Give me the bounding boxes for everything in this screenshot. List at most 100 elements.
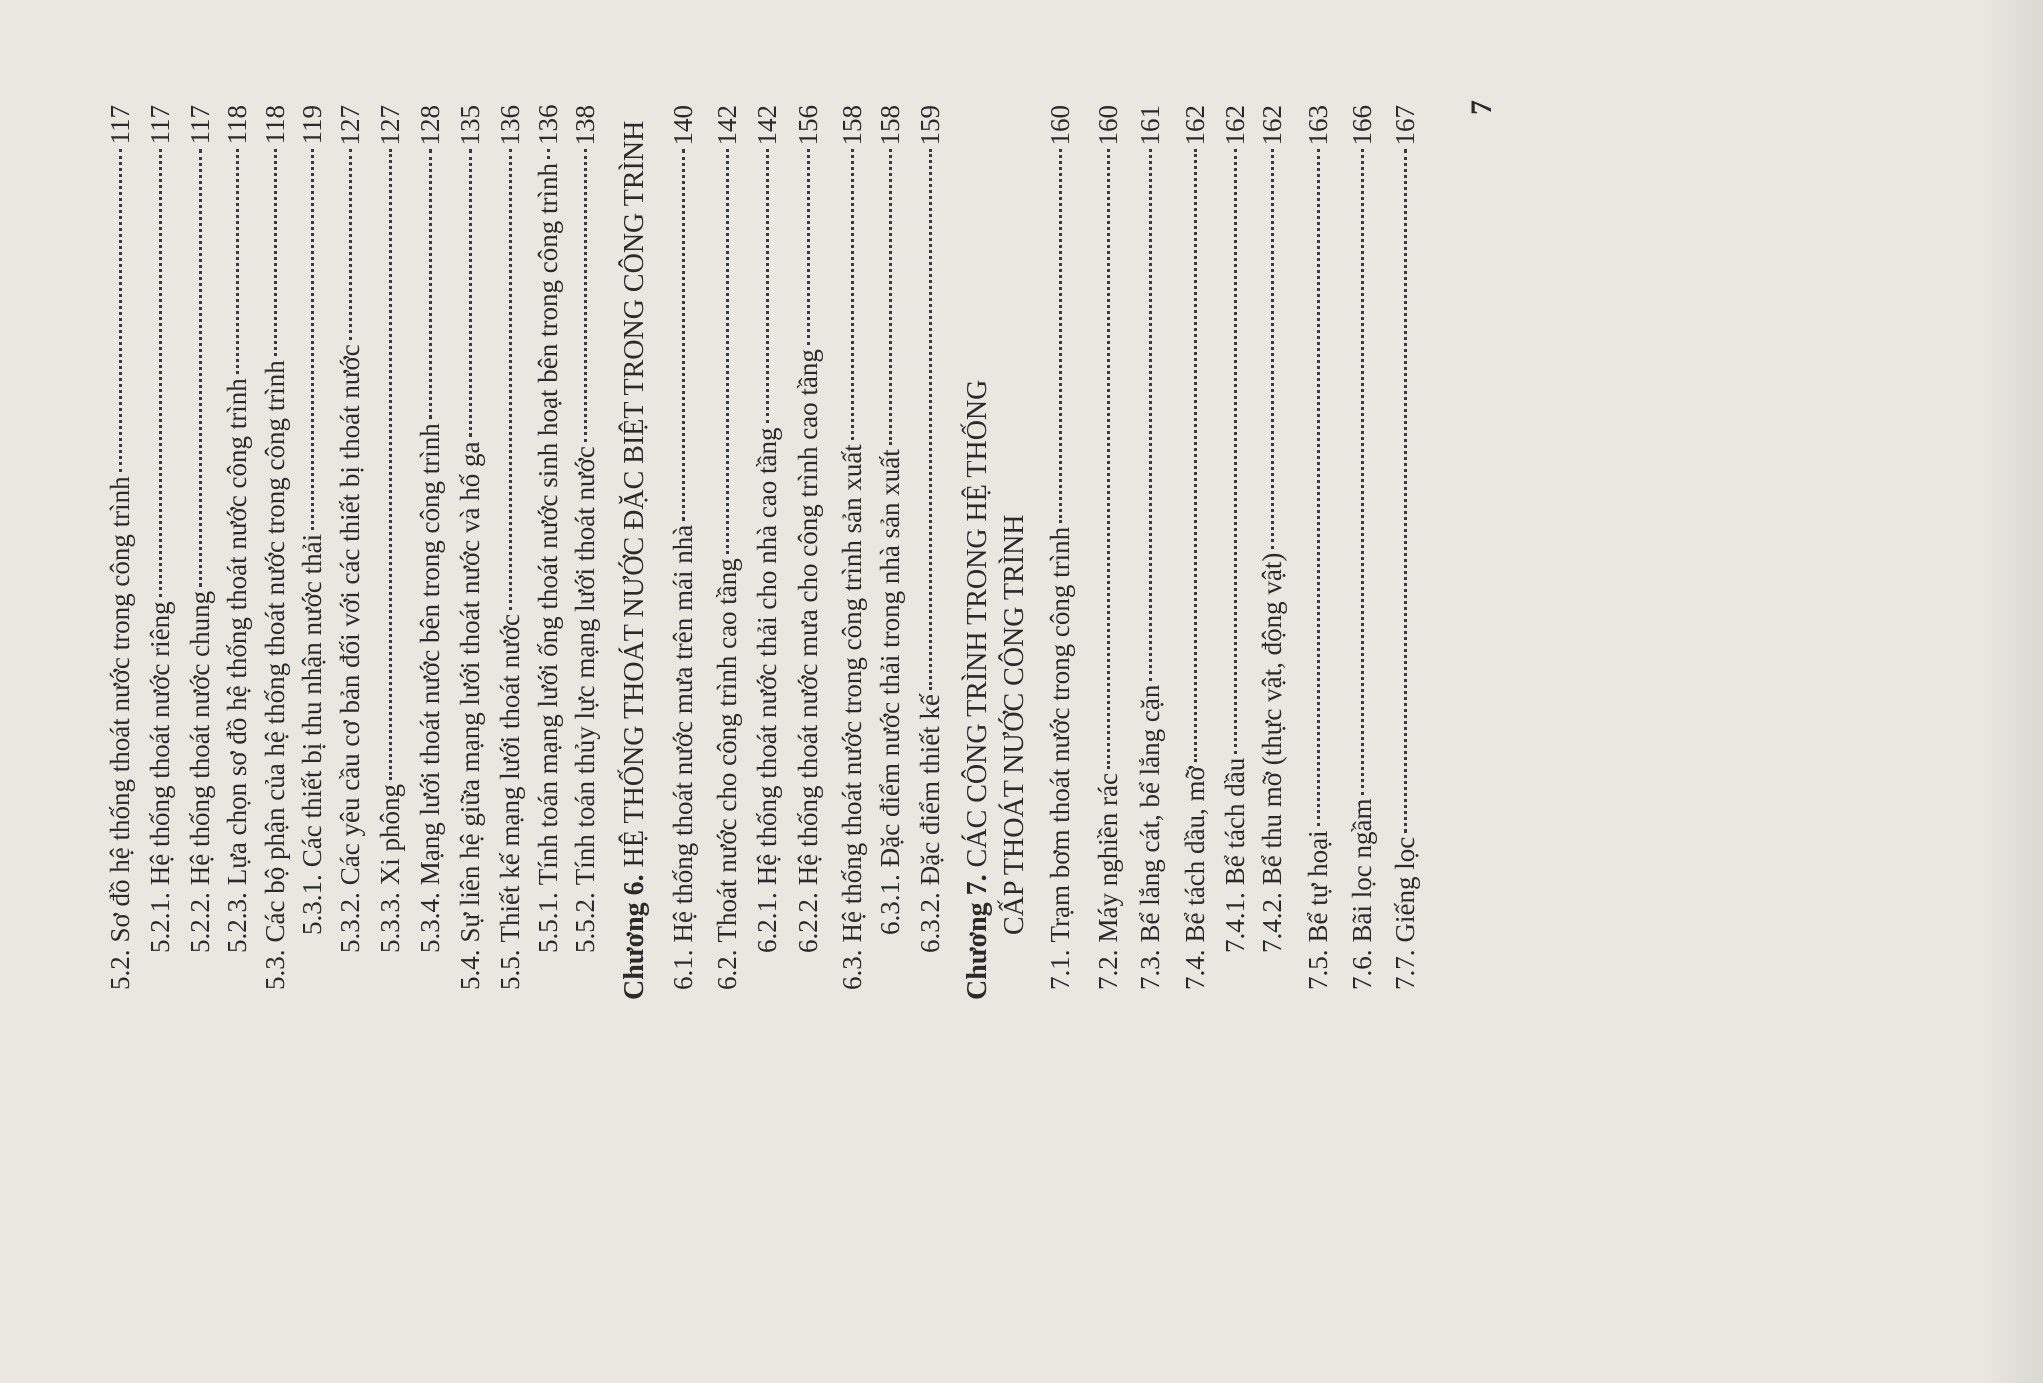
entry-title: Lựa chọn sơ đồ hệ thống thoát nước công … — [222, 378, 252, 886]
entry-number: 6.2.2. — [793, 892, 823, 953]
toc-entry: 5.2.2. Hệ thống thoát nước chung 117 — [180, 105, 220, 953]
chapter-heading: Chương 7. CÁC CÔNG TRÌNH TRONG HỆ THỐNG — [958, 105, 998, 1000]
dot-leader — [1361, 149, 1364, 795]
entry-title: Trạm bơm thoát nước trong công trình — [1045, 526, 1075, 943]
toc-entry: 5.4. Sự liên hệ giữa mạng lưới thoát nước… — [450, 105, 490, 990]
entry-page: 127 — [335, 105, 365, 146]
entry-number: 6.2.1. — [752, 892, 782, 953]
toc-entry: 7.3. Bể lắng cát, bể lắng cặn 161 — [1130, 105, 1170, 990]
entry-page: 118 — [222, 105, 252, 145]
toc-entry: 5.5.1. Tính toán mạng lưới ống thoát nước… — [528, 105, 568, 953]
entry-title: Giếng lọc — [1390, 836, 1420, 943]
entry-page: 158 — [875, 105, 905, 146]
toc-entry: 5.3.4. Mạng lưới thoát nước bên trong côn… — [410, 105, 450, 953]
dot-leader — [236, 149, 239, 375]
entry-title: Thoát nước cho công trình cao tầng — [712, 558, 742, 943]
dot-leader — [274, 149, 277, 357]
entry-title: Sự liên hệ giữa mạng lưới thoát nước và … — [455, 441, 485, 943]
dot-leader — [1149, 149, 1152, 681]
entry-title: Đặc điểm nước thải trong nhà sản xuất — [875, 449, 905, 868]
dot-leader — [199, 149, 202, 587]
entry-title: Hệ thống thoát nước mưa cho công trình c… — [793, 349, 823, 886]
entry-number: 5.3.3. — [375, 892, 405, 953]
entry-number: 6.1. — [668, 949, 698, 991]
toc-entry: 5.5. Thiết kế mạng lưới thoát nước 136 — [490, 105, 530, 990]
entry-title: Hệ thống thoát nước chung — [185, 590, 215, 886]
entry-title: Hệ thống thoát nước thải cho nhà cao tần… — [752, 427, 782, 886]
entry-title: Hệ thống thoát nước riêng — [145, 601, 175, 886]
dot-leader — [509, 149, 512, 610]
entry-number: 6.3.1. — [875, 874, 905, 935]
entry-title: Bể lắng cát, bể lắng cặn — [1135, 684, 1165, 943]
entry-title: Sơ đồ hệ thống thoát nước trong công trì… — [105, 476, 135, 943]
toc-entry: 6.3. Hệ thống thoát nước trong công trình… — [832, 105, 872, 990]
entry-number: 5.3.4. — [415, 892, 445, 953]
entry-number: 7.5. — [1303, 949, 1333, 991]
entry-number: 6.3.2. — [915, 892, 945, 953]
dot-leader — [429, 149, 432, 420]
dot-leader — [389, 149, 392, 780]
entry-number: 7.6. — [1347, 949, 1377, 991]
dot-leader — [1317, 149, 1320, 827]
dot-leader — [1234, 149, 1237, 754]
dot-leader — [311, 149, 314, 530]
entry-number: 5.2.2. — [185, 892, 215, 953]
entry-title: Hệ thống thoát nước mưa trên mái nhà — [668, 524, 698, 943]
entry-number: 7.7. — [1390, 949, 1420, 991]
entry-page: 118 — [260, 105, 290, 145]
toc-entry: 7.4.2. Bể thu mỡ (thực vật, động vật) 162 — [1252, 105, 1292, 953]
toc-entry: 5.2.3. Lựa chọn sơ đồ hệ thống thoát nước… — [217, 105, 257, 953]
entry-number: 7.1. — [1045, 949, 1075, 991]
page-number: 7 — [1465, 100, 1498, 115]
entry-page: 156 — [793, 105, 823, 146]
entry-page: 160 — [1093, 105, 1123, 146]
entry-page: 163 — [1303, 105, 1333, 146]
entry-title: Đặc điểm thiết kế — [915, 694, 945, 886]
entry-number: 5.2.1. — [145, 892, 175, 953]
entry-page: 136 — [495, 105, 525, 146]
entry-page: 127 — [375, 105, 405, 146]
dot-leader — [851, 149, 854, 441]
toc-entry: 6.2. Thoát nước cho công trình cao tầng 14… — [707, 105, 747, 990]
entry-number: Chương 6. — [619, 874, 650, 1000]
toc-entry: 7.2. Máy nghiền rác 160 — [1088, 105, 1128, 990]
entry-title: Các thiết bị thu nhận nước thải — [297, 533, 327, 868]
entry-number: 7.3. — [1135, 949, 1165, 991]
dot-leader — [119, 149, 122, 473]
entry-number: Chương 7. — [962, 874, 993, 1000]
entry-number: 5.3.2. — [335, 892, 365, 953]
entry-page: 117 — [105, 105, 135, 145]
toc-entry: 7.5. Bể tự hoại 163 — [1298, 105, 1338, 990]
dot-leader — [726, 149, 729, 555]
entry-number: 7.4.1. — [1220, 892, 1250, 953]
entry-page: 162 — [1257, 105, 1287, 146]
entry-page: 166 — [1347, 105, 1377, 146]
toc-entry: 7.6. Bãi lọc ngầm 166 — [1342, 105, 1382, 990]
entry-page: 117 — [145, 105, 175, 145]
toc-entry: 5.3.2. Các yêu cầu cơ bản đối với các thi… — [330, 105, 370, 953]
entry-page: 162 — [1220, 105, 1250, 146]
toc-entry: 7.4.1. Bể tách dầu 162 — [1215, 105, 1255, 953]
entry-title: Các yêu cầu cơ bản đối với các thiết bị … — [335, 344, 365, 886]
entry-page: 140 — [668, 105, 698, 146]
entry-number: 6.3. — [837, 949, 867, 991]
entry-number: 5.5.2. — [570, 892, 600, 953]
chapter-heading: Chương 6. HỆ THỐNG THOÁT NƯỚC ĐẶC BIỆT TR… — [615, 105, 655, 1000]
entry-page: 135 — [455, 105, 485, 146]
toc-entry: 6.3.2. Đặc điểm thiết kế 159 — [910, 105, 950, 953]
entry-number: 6.2. — [712, 949, 742, 991]
entry-page: 138 — [570, 105, 600, 146]
entry-title: Bể tự hoại — [1303, 830, 1333, 943]
dot-leader — [1194, 149, 1197, 763]
entry-page: 167 — [1390, 105, 1420, 146]
dot-leader — [1107, 149, 1110, 770]
toc-entry: 6.3.1. Đặc điểm nước thải trong nhà sản x… — [870, 105, 910, 935]
dot-leader — [807, 149, 810, 346]
dot-leader — [547, 149, 550, 160]
entry-number: 5.3.1. — [297, 874, 327, 935]
entry-page: 161 — [1135, 105, 1165, 146]
dot-leader — [1404, 149, 1407, 833]
entry-title: Mạng lưới thoát nước bên trong công trìn… — [415, 423, 445, 886]
entry-title: Bể tách dầu — [1220, 757, 1250, 886]
